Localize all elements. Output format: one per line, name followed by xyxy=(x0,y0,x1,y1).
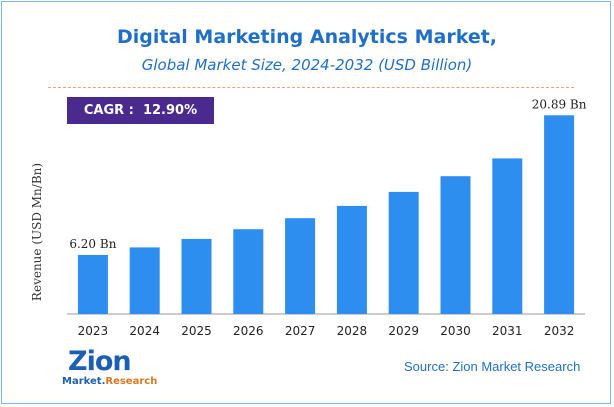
x-tick-label-2024: 2024 xyxy=(129,324,160,338)
bar-2031 xyxy=(492,158,523,314)
x-tick-label-2029: 2029 xyxy=(388,324,419,338)
logo-sub-part1: Market. xyxy=(62,376,106,387)
cagr-badge: CAGR : 12.90% xyxy=(67,97,214,124)
bar-2030 xyxy=(440,176,471,314)
bar-2026 xyxy=(233,229,264,314)
logo-subtext: Market.Research xyxy=(62,376,157,387)
x-tick-label-2032: 2032 xyxy=(544,324,575,338)
source-note: Source: Zion Market Research xyxy=(404,359,581,374)
logo-sub-part2: Research xyxy=(105,376,158,387)
x-tick-label-2023: 2023 xyxy=(78,324,109,338)
bar-2023 xyxy=(77,255,108,314)
bar-2027 xyxy=(285,218,316,314)
bar-2025 xyxy=(181,238,212,314)
x-tick-label-2031: 2031 xyxy=(492,324,523,338)
x-tick-label-2026: 2026 xyxy=(233,324,264,338)
x-tick-label-2028: 2028 xyxy=(337,324,368,338)
data-label-2032: 20.89 Bn xyxy=(532,97,587,111)
x-tick-label-2025: 2025 xyxy=(181,324,212,338)
x-tick-label-2030: 2030 xyxy=(440,324,471,338)
cagr-label: CAGR : xyxy=(83,103,134,118)
bar-2032 xyxy=(544,115,575,314)
x-tick-label-2027: 2027 xyxy=(285,324,316,338)
chart-title: Digital Marketing Analytics Market, xyxy=(116,26,498,48)
data-label-2023: 6.20 Bn xyxy=(69,237,116,251)
zion-logo: Zion Market.Research xyxy=(62,346,157,392)
bar-2029 xyxy=(388,191,419,314)
logo-wordmark: Zion xyxy=(68,346,132,377)
title-divider xyxy=(48,87,574,88)
chart-subtitle: Global Market Size, 2024-2032 (USD Billi… xyxy=(141,56,473,74)
bar-2024 xyxy=(129,247,160,314)
cagr-value: 12.90% xyxy=(142,103,198,118)
bar-2028 xyxy=(336,205,367,314)
